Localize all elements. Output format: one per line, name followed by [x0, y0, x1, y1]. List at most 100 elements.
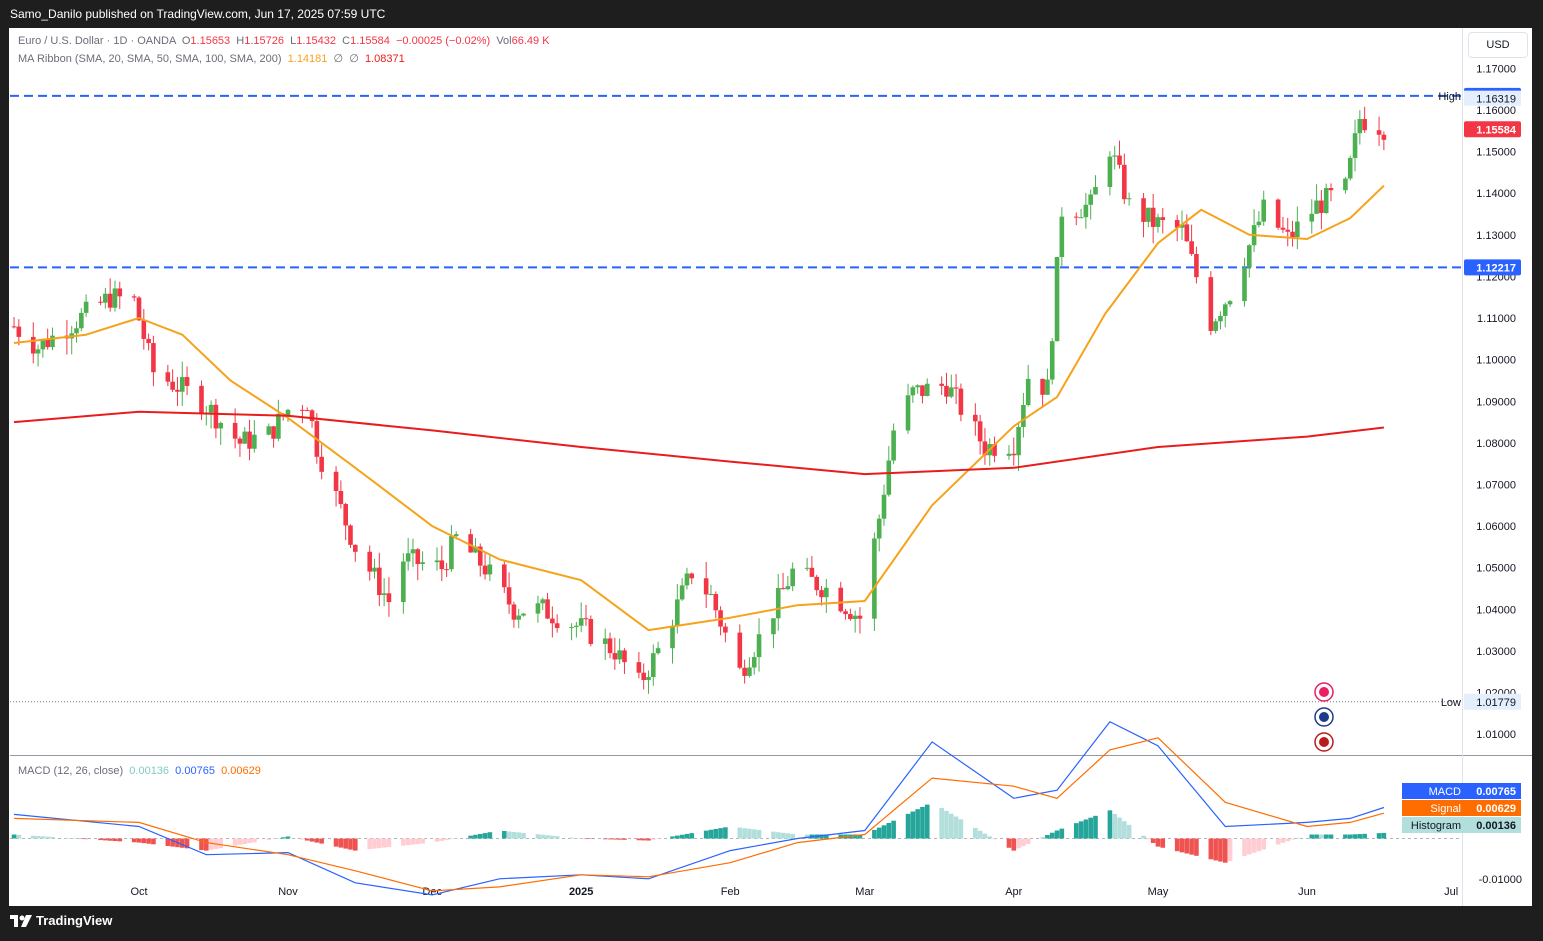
candle-body [1088, 194, 1093, 205]
price-tick-label: 1.03000 [1476, 646, 1516, 658]
macd-histogram-bar [982, 833, 988, 839]
macd-histogram-bar [910, 811, 916, 839]
candle-body [809, 567, 815, 577]
macd-histogram-bar [915, 809, 920, 839]
candle-body [1213, 321, 1218, 331]
macd-histogram-bar [1025, 838, 1031, 844]
candle-body [1256, 221, 1262, 226]
macd-histogram-bar [713, 828, 719, 839]
low-label: L [290, 35, 297, 47]
macd-histogram-bar [1021, 838, 1026, 847]
macd-histogram-bar [141, 838, 147, 844]
candle-body [16, 326, 22, 337]
candle-body [857, 615, 863, 619]
candle-body [271, 426, 276, 439]
macd-histogram-bar [876, 827, 882, 839]
candle-body [843, 611, 848, 615]
macd-histogram-bar [819, 834, 824, 839]
currency-button[interactable]: USD [1468, 32, 1528, 58]
open-label: O [181, 35, 191, 47]
candle-body [420, 562, 425, 565]
ma-legend: MA Ribbon (SMA, 20, SMA, 50, SMA, 100, S… [18, 52, 405, 65]
macd-histogram-bar [617, 838, 622, 840]
macd-histogram-bar [98, 838, 103, 841]
candle-body [545, 599, 550, 619]
candle-body [1222, 304, 1228, 316]
macd-histogram-bar [444, 838, 449, 840]
macd-histogram-bar [1319, 834, 1324, 839]
signal-badge-label-bg [1402, 800, 1464, 816]
macd-histogram-bar [117, 838, 123, 842]
volume-label: Vol [496, 35, 512, 47]
low-value: 1.01779 [1476, 697, 1516, 709]
price-tick-label: 1.09000 [1476, 396, 1516, 408]
macd-histogram-bar [1357, 834, 1363, 839]
last-price-badge: 1.15584 [1476, 124, 1517, 136]
candle-body [948, 387, 954, 397]
histogram-badge-value: 0.00136 [1476, 820, 1516, 832]
macd-histogram-bar [184, 838, 190, 849]
macd-histogram-bar [1126, 824, 1132, 839]
macd-histogram-bar [1083, 819, 1089, 839]
candle-body [1150, 207, 1156, 227]
candle-body [622, 650, 627, 663]
candle-body [146, 338, 151, 344]
macd-histogram-bar [1218, 838, 1223, 862]
macd-histogram-bar [723, 827, 728, 839]
candle-body [775, 588, 781, 619]
candle-body [208, 404, 214, 413]
candle-body [785, 586, 791, 590]
candle-body [886, 460, 892, 495]
time-axis-label: Nov [278, 886, 298, 898]
macd-histogram-bar [1146, 838, 1151, 840]
candle-body [915, 385, 920, 388]
macd-histogram-bar [737, 827, 743, 839]
eu-flag-icon-dot [1319, 712, 1329, 722]
signal-badge-value: 0.00629 [1476, 803, 1516, 815]
chart-frame [9, 28, 1532, 906]
candle-body [1275, 199, 1281, 228]
macd-histogram-bar [468, 835, 473, 839]
macd-histogram-bar [247, 838, 252, 844]
macd-histogram-bar [242, 838, 248, 844]
macd-histogram-bar [775, 832, 781, 839]
macd-histogram-bar [1323, 834, 1329, 839]
macd-histogram-bar [1179, 838, 1185, 853]
candle-body [1290, 231, 1295, 238]
candle-body [780, 588, 786, 590]
macd-histogram-bar [45, 836, 50, 839]
candle-body [1107, 156, 1113, 187]
candle-body [675, 599, 680, 627]
candle-body [1295, 221, 1300, 238]
candle-body [872, 538, 877, 619]
candle-body [1261, 199, 1267, 222]
candle-body [924, 383, 930, 396]
candle-body [992, 444, 997, 456]
macd-histogram-bar [622, 838, 627, 840]
macd-histogram-bar [1122, 821, 1127, 839]
candle-body [641, 672, 646, 681]
macd-histogram-bar [703, 830, 709, 839]
candle-body [11, 326, 17, 328]
tradingview-footer: TradingView [10, 913, 112, 928]
candle-body [401, 561, 406, 603]
macd-histogram-bar [1362, 833, 1367, 839]
candle-body [444, 569, 449, 571]
macd-histogram-bar [218, 838, 224, 849]
macd-histogram-bar [1073, 823, 1079, 839]
macd-histogram-bar [636, 838, 642, 841]
candle-body [1174, 219, 1180, 228]
price-tick-label: 1.06000 [1476, 521, 1516, 533]
time-axis-label: Mar [855, 886, 874, 898]
candle-body [179, 377, 185, 392]
candle-body [184, 377, 190, 386]
macd-histogram-bar [1376, 833, 1382, 839]
candle-body [242, 431, 248, 444]
macd-histogram-bar [1189, 838, 1194, 855]
candle-body [1078, 217, 1084, 219]
macd-histogram-bar [1381, 832, 1387, 839]
macd-histogram-bar [1280, 838, 1286, 843]
candle-body [540, 599, 546, 604]
macd-histogram-bar [540, 834, 546, 839]
